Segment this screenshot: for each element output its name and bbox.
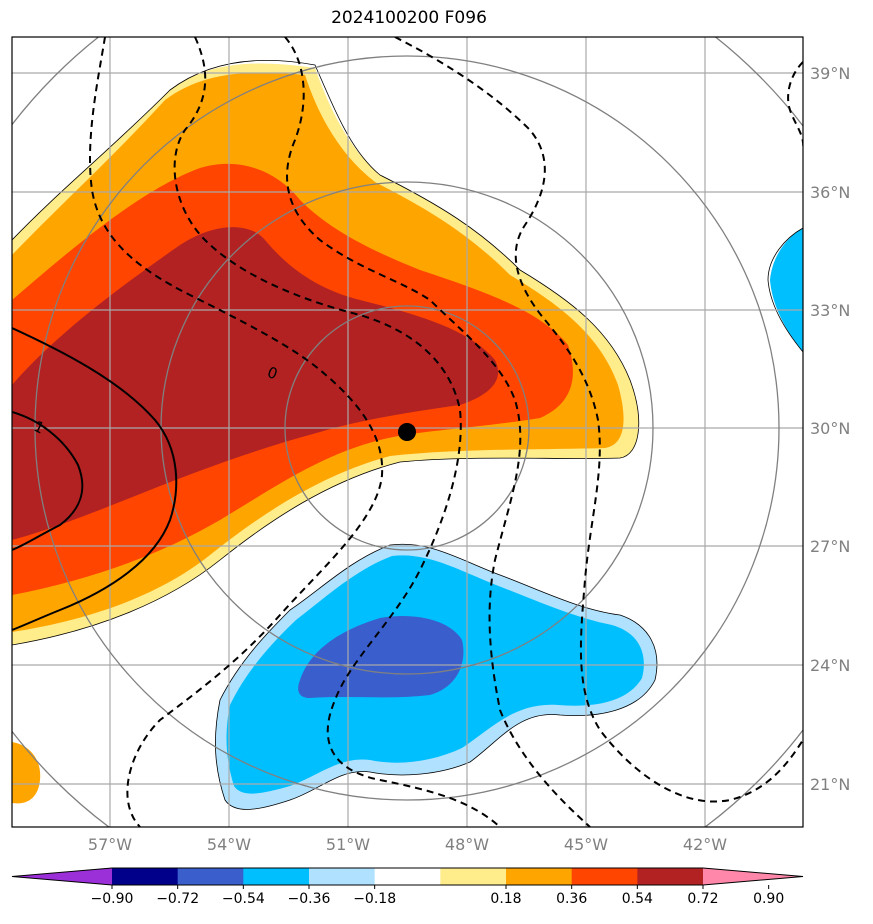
colorbar-segment — [440, 868, 507, 885]
colorbar-extend-max — [703, 868, 803, 885]
lat-label: 30°N — [810, 419, 850, 438]
dashed-contours — [89, 37, 803, 827]
lat-label: 36°N — [810, 183, 850, 202]
colorbar-tick-label: 0.54 — [622, 891, 653, 907]
colorbar-segment — [637, 868, 704, 885]
colorbar-tick-label: −0.54 — [222, 891, 265, 907]
colorbar-segment — [309, 868, 376, 885]
lat-label: 39°N — [810, 64, 850, 83]
colorbar-segment — [112, 868, 179, 885]
lat-label: 27°N — [810, 537, 850, 556]
map-title: 2024100200 F096 — [331, 8, 487, 28]
lat-label: 33°N — [810, 301, 850, 320]
colorbar-segment — [571, 868, 638, 885]
colorbar-tick-label: 0.36 — [556, 891, 587, 907]
colorbar: −0.90 −0.72 −0.54 −0.36 −0.18 0.18 0.36 0.54 0.7… — [11, 867, 804, 907]
lon-label: 45°W — [564, 835, 608, 854]
longitude-labels: 57°W 54°W 51°W 48°W 45°W 42°W — [88, 835, 727, 854]
lat-label: 24°N — [810, 656, 850, 675]
lat-label: 21°N — [810, 775, 850, 794]
lon-label: 42°W — [683, 835, 727, 854]
colorbar-tick-label: −0.90 — [91, 891, 134, 907]
lon-label: 48°W — [445, 835, 489, 854]
map-frame — [11, 36, 804, 828]
solid-contour-inner — [12, 411, 84, 551]
colorbar-segment — [243, 868, 310, 885]
lon-label: 51°W — [326, 835, 370, 854]
solid-contour-1 — [12, 327, 178, 631]
anomaly-medium-blue — [298, 616, 464, 698]
colorbar-tick-label: −0.72 — [156, 891, 199, 907]
colorbar-tick-label: 0.72 — [687, 891, 718, 907]
latitude-labels: 39°N 36°N 33°N 30°N 27°N 24°N 21°N — [810, 64, 850, 794]
lon-label: 57°W — [88, 835, 132, 854]
colorbar-tick-label: 0.18 — [490, 891, 521, 907]
colorbar-segment — [177, 868, 244, 885]
graticule — [12, 37, 803, 827]
colorbar-extend-min — [12, 868, 112, 885]
anomaly-right-edge-blue — [770, 228, 803, 352]
colorbar-tick-label: −0.18 — [353, 891, 396, 907]
storm-center-marker — [398, 423, 416, 441]
colorbar-tick-label: 0.90 — [753, 891, 784, 907]
colorbar-segment — [374, 868, 441, 885]
colorbar-tick-label: −0.36 — [288, 891, 331, 907]
colorbar-segment — [506, 868, 573, 885]
lon-label: 54°W — [207, 835, 251, 854]
anomaly-dark-red — [12, 227, 499, 540]
